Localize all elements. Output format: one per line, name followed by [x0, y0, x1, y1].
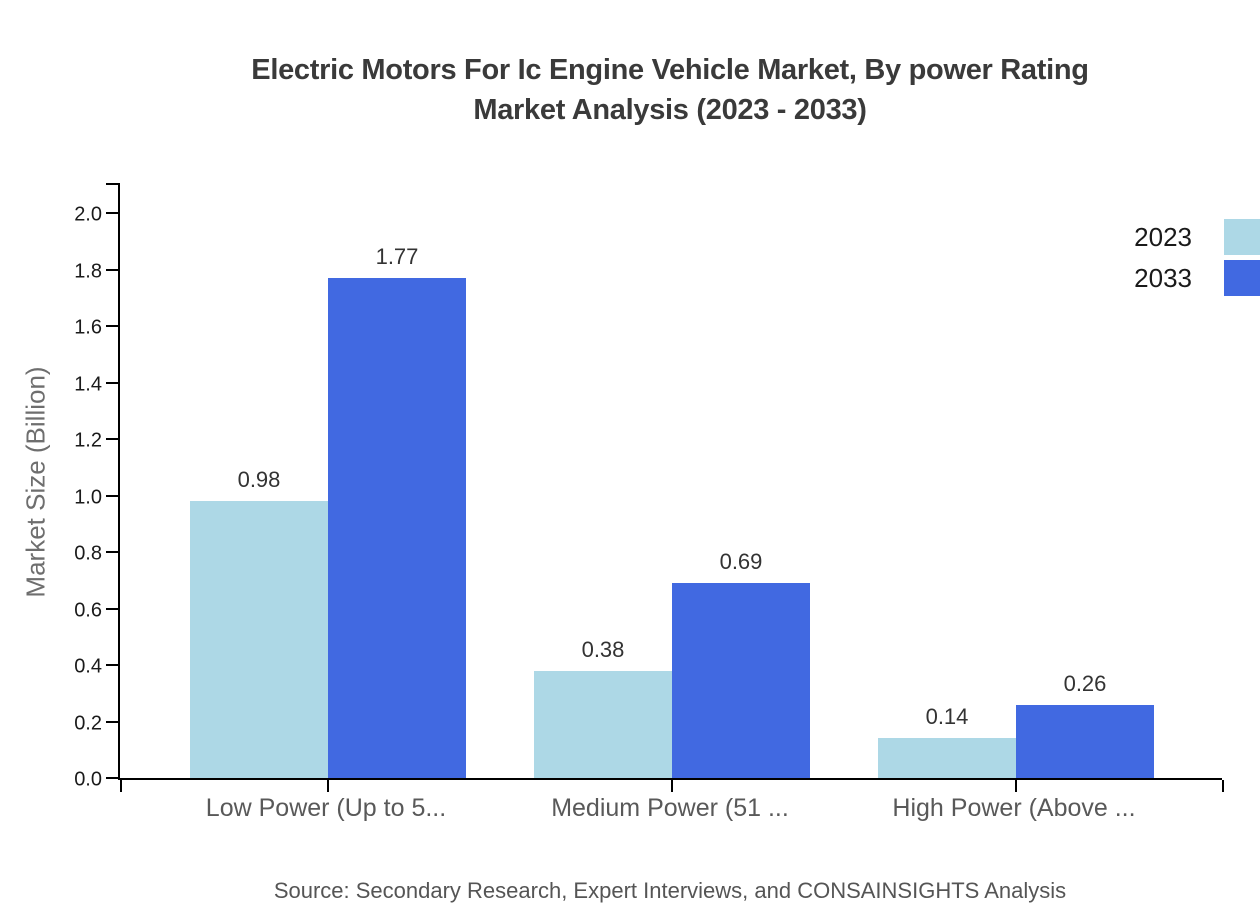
bar-value-label-2033-1: 0.69: [719, 549, 763, 575]
y-tick-label: 0.2: [74, 712, 102, 734]
y-tick: [106, 212, 118, 214]
chart-title: Electric Motors For Ic Engine Vehicle Ma…: [118, 50, 1222, 130]
y-tick: [106, 325, 118, 327]
x-category-label-0: Low Power (Up to 5...: [205, 794, 447, 822]
source-note: Source: Secondary Research, Expert Inter…: [273, 878, 1067, 903]
bar-2033-1: [672, 583, 810, 778]
legend-row-2033: 2033: [1134, 260, 1260, 296]
y-tick-label: 0.4: [74, 655, 102, 678]
x-category-label-1: Medium Power (51 ...: [551, 794, 789, 822]
y-tick: [106, 268, 118, 271]
y-tick: [106, 664, 118, 666]
y-axis-label: Market Size (Billion): [20, 366, 51, 598]
chart-title-line-2: Market Analysis (2023 - 2033): [473, 94, 867, 126]
legend-label-2023: 2023: [1134, 221, 1192, 252]
y-tick: [106, 720, 118, 723]
y-tick: [106, 777, 118, 779]
y-tick-label: 2.0: [74, 203, 102, 226]
bar-2023-0: [190, 501, 328, 778]
legend-swatch-2023: [1224, 219, 1260, 255]
y-tick-label: 1.8: [74, 260, 102, 282]
y-tick: [106, 607, 118, 610]
x-category-label-2: High Power (Above ...: [892, 794, 1136, 822]
x-tick-2: [1015, 780, 1017, 792]
bar-2023-2: [878, 738, 1016, 778]
y-tick: [106, 438, 118, 440]
legend-row-2023: 2023: [1134, 219, 1260, 255]
bar-2033-0: [328, 277, 466, 778]
y-tick-label: 0.8: [74, 542, 102, 565]
chart-title-line-1: Electric Motors For Ic Engine Vehicle Ma…: [251, 54, 1089, 86]
bar-value-label-2033-2: 0.26: [1063, 670, 1107, 696]
y-tick-label: 0.6: [74, 599, 102, 621]
x-tick-1: [671, 780, 673, 792]
x-tick-0: [327, 780, 329, 792]
x-axis-left-cap: [120, 780, 122, 792]
y-tick-label: 1.6: [74, 316, 102, 339]
bar-value-label-2023-0: 0.98: [237, 467, 281, 493]
bar-value-label-2033-0: 1.77: [375, 243, 419, 269]
y-tick: [106, 381, 118, 384]
legend-label-2033: 2033: [1134, 262, 1192, 293]
bar-2033-2: [1016, 704, 1154, 778]
legend: 2023 2033: [1134, 219, 1260, 296]
plot-area: 0.0 0.2 0.4 0.6 0.8 1.0 1.2 1.4 1.6 1.8 2.0 0.98 0.3…: [74, 183, 1224, 792]
x-axis-right-cap: [1222, 780, 1224, 792]
bar-2023-1: [534, 670, 672, 778]
y-tick: [106, 551, 118, 553]
y-tick-label: 1.4: [74, 373, 102, 395]
y-tick-label: 1.0: [74, 486, 102, 508]
y-axis-top-cap: [106, 183, 118, 185]
y-tick: [106, 494, 118, 497]
y-tick-label: 0.0: [74, 768, 102, 791]
bar-value-label-2023-1: 0.38: [581, 636, 625, 662]
bar-value-label-2023-2: 0.14: [925, 704, 969, 730]
legend-swatch-2033: [1224, 260, 1260, 296]
y-tick-label: 1.2: [74, 429, 102, 452]
